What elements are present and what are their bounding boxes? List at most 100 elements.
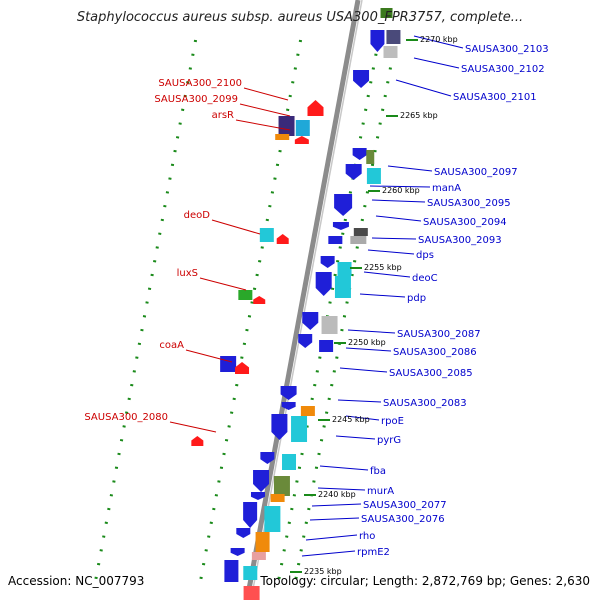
gene-arrow-50	[230, 548, 245, 556]
gene-block-8	[275, 134, 290, 140]
gene-block-6	[278, 116, 295, 136]
leader-line-right-8	[367, 249, 415, 255]
gene-arrow-4	[353, 70, 370, 88]
gene-label-right: pdp	[407, 293, 426, 304]
gene-block-3	[380, 8, 393, 18]
gene-arrow-44	[250, 492, 265, 500]
gene-block-1	[386, 30, 401, 44]
leader-line-right-7	[371, 237, 417, 240]
gene-block-18	[350, 236, 367, 244]
gene-label-right: SAUSA300_2086	[393, 347, 477, 358]
gene-label-right: rpmE2	[357, 547, 390, 558]
gene-arrow-32	[235, 362, 250, 374]
gene-block-53	[243, 586, 260, 600]
gene-arrow-12	[345, 164, 362, 180]
gene-label-right: manA	[432, 183, 461, 194]
gene-block-28	[321, 316, 338, 334]
leader-line-right-16	[335, 435, 376, 440]
leader-line-left-2	[235, 119, 291, 131]
gene-arrow-10	[352, 148, 367, 160]
gene-block-48	[255, 532, 270, 552]
gene-arrow-38	[191, 436, 204, 446]
ruler-label: 2240 kbp	[318, 490, 356, 499]
gene-arrow-21	[320, 256, 335, 268]
gene-label-right: SAUSA300_2097	[434, 167, 518, 178]
gene-arrow-0	[370, 30, 385, 52]
gene-label-left: deoD	[184, 210, 211, 221]
leader-line-right-13	[339, 367, 388, 373]
page-title: Staphylococcus aureus subsp. aureus USA3…	[76, 10, 524, 25]
gene-label-right: deoC	[412, 273, 438, 284]
ruler-label: 2265 kbp	[400, 111, 438, 120]
gene-arrow-41	[253, 470, 270, 492]
gene-label-left: SAUSA300_2100	[158, 78, 242, 89]
leader-line-right-4	[369, 185, 431, 188]
leader-line-right-21	[305, 534, 358, 541]
gene-label-left: SAUSA300_2099	[154, 94, 238, 105]
gene-block-25	[238, 290, 253, 300]
gene-block-22	[337, 262, 352, 276]
ruler-label: 2235 kbp	[304, 567, 342, 576]
gene-block-11	[366, 150, 375, 164]
gene-block-30	[319, 340, 334, 352]
gene-label-right: rho	[359, 531, 375, 542]
gene-arrow-14	[334, 194, 353, 216]
leader-line-right-22	[301, 550, 356, 557]
leader-line-left-0	[243, 87, 289, 101]
gene-label-right: rpoE	[381, 416, 404, 427]
ruler-label: 2250 kbp	[348, 338, 386, 347]
gene-block-42	[273, 476, 290, 496]
gene-label-left: SAUSA300_2080	[84, 412, 168, 423]
gene-block-52	[243, 566, 258, 580]
leader-line-right-6	[375, 215, 422, 222]
gene-block-19	[259, 228, 274, 242]
gene-arrow-15	[332, 222, 349, 230]
gene-arrow-39	[260, 452, 275, 464]
gene-block-7	[295, 120, 310, 136]
gene-block-24	[334, 276, 351, 298]
gene-label-right: SAUSA300_2077	[363, 500, 447, 511]
gene-block-16	[353, 228, 368, 236]
leader-line-left-5	[185, 349, 233, 363]
gene-label-left: luxS	[177, 268, 198, 279]
leader-line-right-15	[345, 415, 380, 421]
leader-line-right-9	[363, 271, 411, 278]
leader-line-right-14	[337, 399, 382, 403]
leader-line-left-6	[169, 421, 217, 433]
gene-label-right: SAUSA300_2103	[465, 44, 549, 55]
leader-line-right-10	[359, 293, 406, 298]
leader-line-right-20	[309, 517, 360, 521]
gene-label-left: coaA	[159, 340, 184, 351]
gene-block-40	[282, 454, 297, 470]
gene-label-right: dps	[416, 250, 434, 261]
leader-line-right-1	[413, 57, 460, 69]
leader-line-left-3	[211, 219, 261, 235]
gene-arrow-36	[271, 414, 288, 440]
gene-block-46	[264, 506, 281, 532]
leader-line-right-12	[345, 347, 392, 352]
gene-label-right: SAUSA300_2076	[361, 514, 445, 525]
leader-line-left-1	[239, 103, 291, 117]
leader-line-right-18	[317, 487, 366, 491]
gene-arrow-26	[253, 296, 266, 304]
ruler-label: 2270 kbp	[420, 35, 458, 44]
ruler-label: 2260 kbp	[382, 186, 420, 195]
gene-label-right: SAUSA300_2087	[397, 329, 481, 340]
topology-label: Topology: circular; Length: 2,872,769 bp…	[260, 574, 590, 588]
ruler-label: 2255 kbp	[364, 263, 402, 272]
gene-arrow-27	[302, 312, 319, 330]
dotted-track-outer-left	[92, 39, 198, 591]
gene-label-right: SAUSA300_2094	[423, 217, 507, 228]
gene-label-right: fba	[370, 466, 386, 477]
gene-label-right: SAUSA300_2093	[418, 235, 502, 246]
leader-line-right-3	[387, 165, 433, 172]
leader-line-left-4	[199, 277, 247, 291]
gene-arrow-9	[294, 136, 309, 144]
gene-label-left: arsR	[212, 110, 234, 121]
gene-block-43	[270, 494, 285, 502]
genome-backbone-shadow	[250, 0, 363, 601]
gene-label-right: SAUSA300_2083	[383, 398, 467, 409]
gene-arrow-45	[243, 502, 258, 528]
